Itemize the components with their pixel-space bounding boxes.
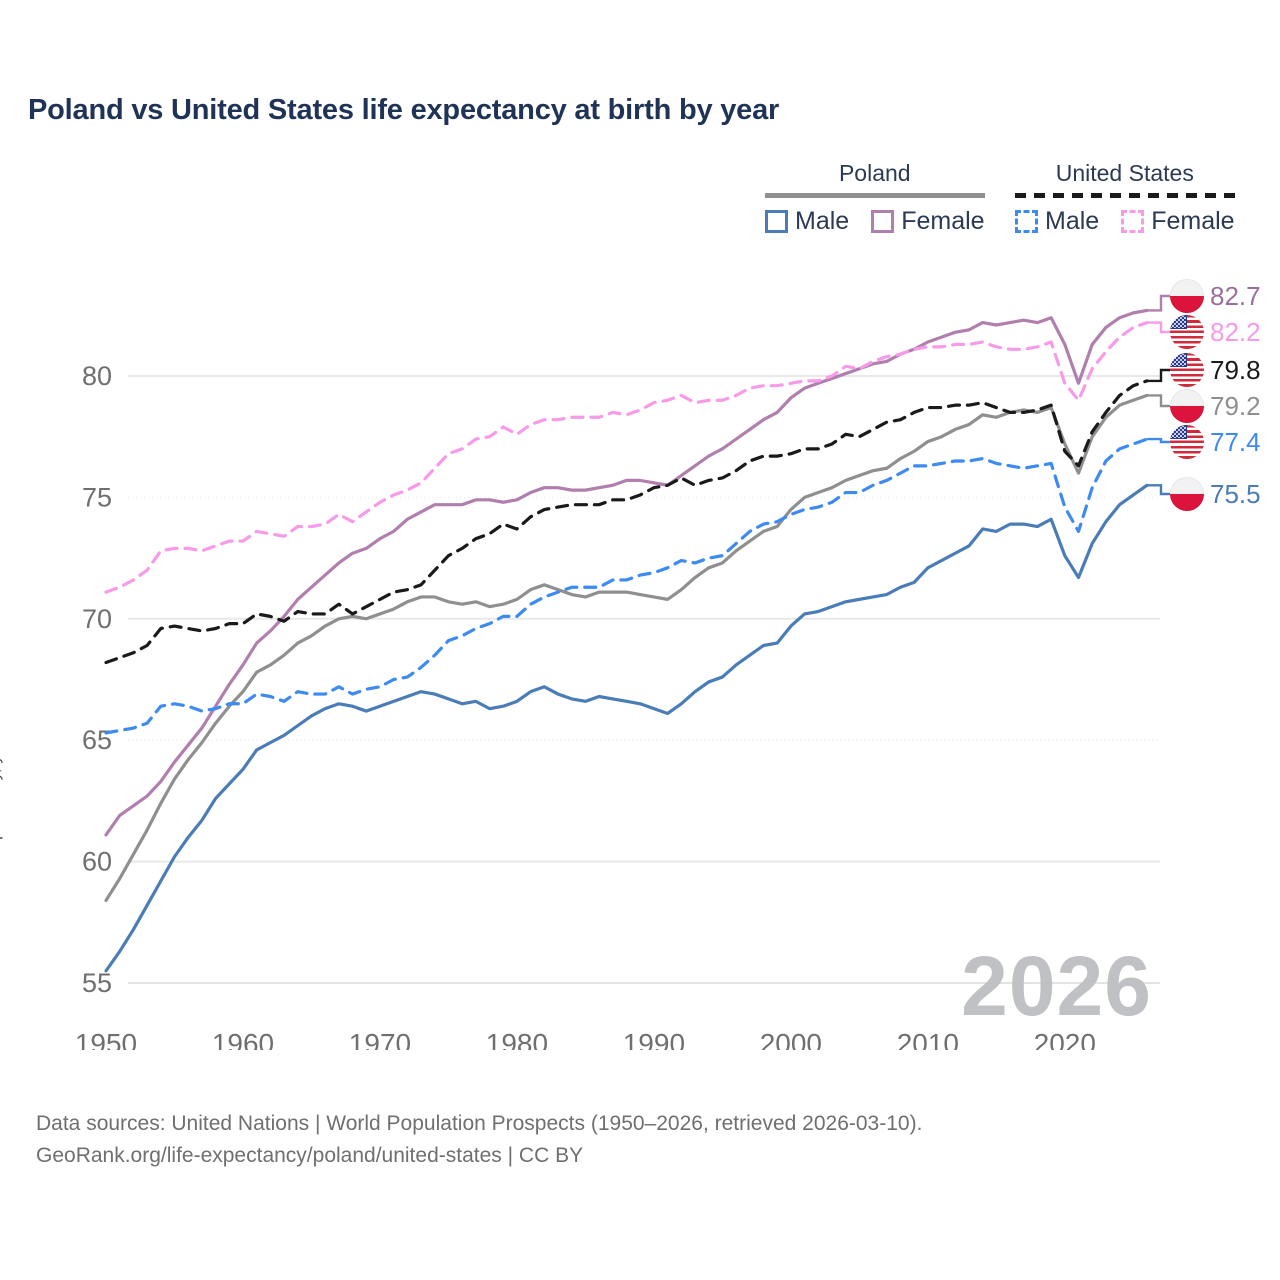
flag-canton — [1170, 425, 1187, 439]
series-end-label: 77.4 — [1170, 425, 1261, 459]
y-axis-title: Life expectancy, years — [0, 722, 3, 890]
series-end-label: 75.5 — [1170, 477, 1261, 511]
series-leader-line — [1147, 321, 1175, 334]
series-line — [104, 437, 1149, 735]
legend-group-poland: Poland Male Female — [765, 160, 985, 236]
series-leader-line — [1147, 437, 1175, 444]
legend-swatch-us-male — [1015, 210, 1038, 233]
legend-label-us-male: Male — [1045, 207, 1100, 235]
series-end-value: 79.2 — [1210, 390, 1261, 421]
flag-canton — [1170, 315, 1187, 329]
legend-heading-poland: Poland — [838, 160, 911, 186]
series-line — [104, 320, 1149, 594]
series-line — [104, 483, 1149, 973]
legend-swatch-us-female — [1121, 210, 1145, 233]
line-chart-svg: 55 60 65 70 75 80 1950 1960 1970 1980 1990 2000 2010… — [75, 294, 1175, 1050]
poland-flag-icon — [1170, 279, 1204, 313]
legend-swatch-poland-male — [765, 210, 788, 233]
series-end-value: 77.4 — [1210, 426, 1261, 457]
legend-rule-poland — [765, 193, 985, 198]
series-line — [104, 379, 1149, 665]
legend-label-poland-female: Female — [901, 207, 985, 235]
legend-item-us-female[interactable]: Female — [1121, 207, 1235, 236]
chart-footer: Data sources: United Nations | World Pop… — [36, 1108, 1236, 1171]
united-states-flag-icon — [1170, 425, 1204, 459]
chart-legend: Poland Male Female United States Male — [760, 160, 1260, 240]
legend-item-poland-female[interactable]: Female — [871, 207, 985, 236]
x-tick-label: 1970 — [349, 1028, 411, 1050]
series-leader-line — [1147, 394, 1175, 408]
x-tick-label: 2010 — [897, 1028, 959, 1050]
legend-group-united-states: United States Male Female — [1015, 160, 1235, 236]
footer-attribution-line: GeoRank.org/life-expectancy/poland/unite… — [36, 1143, 584, 1167]
series-end-value: 75.5 — [1210, 478, 1261, 509]
legend-label-poland-male: Male — [795, 207, 850, 235]
year-watermark: 2026 — [961, 939, 1152, 1033]
series-end-label: 82.2 — [1170, 315, 1261, 349]
series-line — [104, 308, 1149, 837]
poland-flag-icon — [1170, 477, 1204, 511]
y-tick-label: 70 — [82, 604, 112, 634]
legend-label-us-female: Female — [1151, 207, 1235, 235]
footer-sources-line: Data sources: United Nations | World Pop… — [36, 1112, 923, 1135]
series-end-label: 82.7 — [1170, 279, 1261, 313]
x-tick-label: 1990 — [623, 1028, 685, 1050]
legend-swatch-poland-female — [871, 210, 895, 233]
plot-area: Life expectancy, years 55 60 65 70 75 80 1950 1… — [0, 250, 1280, 1050]
page-title: Poland vs United States life expectancy … — [28, 94, 780, 126]
x-tick-label: 1980 — [486, 1028, 548, 1050]
legend-rule-united-states — [1015, 193, 1235, 198]
y-tick-label: 80 — [82, 361, 112, 391]
series-leader-line — [1147, 368, 1175, 383]
y-tick-label: 75 — [82, 482, 112, 512]
legend-item-us-male[interactable]: Male — [1015, 207, 1099, 236]
series-end-value: 79.8 — [1210, 354, 1261, 385]
legend-item-poland-male[interactable]: Male — [765, 207, 849, 236]
x-tick-label: 2000 — [760, 1028, 822, 1050]
series-leader-line — [1147, 484, 1175, 496]
series-line — [104, 393, 1149, 903]
x-tick-label: 1950 — [75, 1028, 137, 1050]
y-tick-label: 60 — [82, 847, 112, 877]
y-tick-label: 55 — [82, 968, 112, 998]
series-end-label: 79.2 — [1170, 389, 1261, 423]
legend-heading-united-states: United States — [1055, 160, 1194, 186]
flag-canton — [1170, 353, 1187, 367]
united-states-flag-icon — [1170, 353, 1204, 387]
poland-flag-icon — [1170, 389, 1204, 423]
series-end-value: 82.2 — [1210, 316, 1261, 347]
series-end-value: 82.7 — [1210, 280, 1261, 311]
series-end-labels: 82.7 82.2 79.8 79.2 77.4 75.5 — [1160, 250, 1280, 1050]
x-tick-label: 2020 — [1034, 1028, 1096, 1050]
series-leader-line — [1147, 294, 1175, 312]
x-tick-label: 1960 — [212, 1028, 274, 1050]
united-states-flag-icon — [1170, 315, 1204, 349]
series-end-label: 79.8 — [1170, 353, 1261, 387]
y-tick-label: 65 — [82, 725, 112, 755]
